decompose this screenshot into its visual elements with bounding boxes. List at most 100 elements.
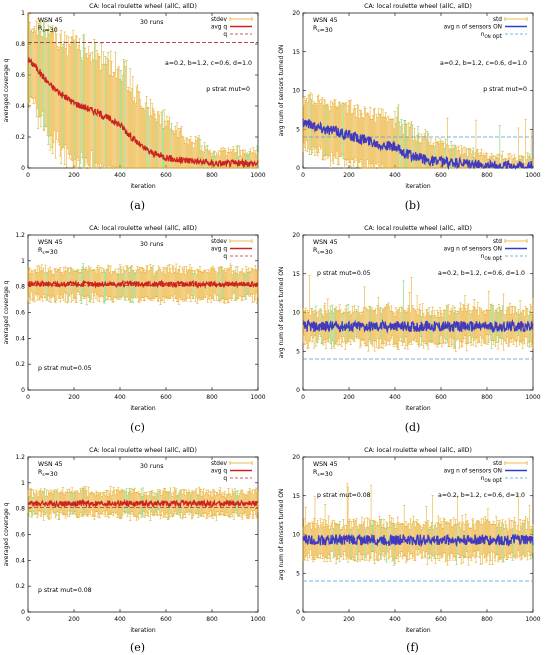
x-tick-label: 600 bbox=[160, 616, 172, 623]
x-tick-label: 200 bbox=[68, 394, 80, 401]
x-tick-label: 800 bbox=[481, 172, 493, 179]
annotation-rs: Rs=30 bbox=[313, 25, 333, 34]
y-tick-label: 0 bbox=[296, 609, 300, 616]
y-tick-label: 5 bbox=[296, 570, 300, 577]
y-tick-label: 0 bbox=[21, 387, 25, 394]
chart-title: CA: local roulette wheel (allC, allD) bbox=[364, 447, 472, 454]
caption-e: (e) bbox=[129, 641, 146, 654]
y-axis-label: avg num of sensors turned ON bbox=[278, 45, 285, 137]
legend: stdev avg qq bbox=[211, 461, 253, 482]
y-tick-label: 0 bbox=[21, 165, 25, 172]
caption-f: (f) bbox=[406, 641, 419, 654]
x-tick-label: 0 bbox=[26, 394, 30, 401]
y-tick-label: 20 bbox=[292, 454, 300, 461]
avg-series bbox=[27, 279, 259, 290]
y-tick-label: 0.8 bbox=[15, 506, 25, 513]
avg-series bbox=[27, 57, 259, 169]
y-tick-label: 15 bbox=[292, 271, 300, 278]
annotation-rs: Rs=30 bbox=[313, 469, 333, 478]
y-tick-label: 0.2 bbox=[15, 583, 25, 590]
x-tick-label: 400 bbox=[389, 616, 401, 623]
y-tick-label: 15 bbox=[292, 49, 300, 56]
legend-label: avg q bbox=[211, 469, 228, 475]
annotation: p strat mut=0.08 bbox=[317, 492, 371, 499]
legend-label: std bbox=[493, 461, 502, 467]
x-tick-label: 600 bbox=[435, 394, 447, 401]
y-axis-label: avg num of sensors turned ON bbox=[278, 489, 285, 581]
chart-e: CA: local roulette wheel (allC, allD) 0 0.… bbox=[3, 447, 266, 634]
x-tick-label: 400 bbox=[114, 394, 126, 401]
y-tick-label: 10 bbox=[292, 532, 300, 539]
legend-label: avg q bbox=[211, 247, 228, 253]
stdev-series bbox=[301, 275, 535, 352]
x-tick-label: 0 bbox=[301, 616, 305, 623]
x-tick-label: 200 bbox=[343, 172, 355, 179]
stdev-series bbox=[26, 12, 260, 169]
x-axis-label: iteration bbox=[405, 183, 431, 190]
x-tick-label: 1000 bbox=[525, 616, 540, 623]
x-tick-label: 400 bbox=[389, 394, 401, 401]
avg-series-overlay bbox=[302, 320, 534, 333]
y-tick-label: 5 bbox=[296, 126, 300, 133]
y-tick-label: 0 bbox=[296, 387, 300, 394]
y-tick-label: 0.2 bbox=[15, 134, 25, 141]
legend-label: q bbox=[223, 254, 227, 260]
y-axis-label: averaged coverage q bbox=[3, 502, 10, 566]
annotation: p strat mut=0.05 bbox=[38, 365, 92, 372]
x-tick-label: 0 bbox=[301, 172, 305, 179]
annotation-wsn: WSN 45 bbox=[313, 239, 338, 246]
x-tick-label: 1000 bbox=[250, 616, 265, 623]
annotation: a=0.2, b=1.2, c=0.6, d=1.0 bbox=[165, 60, 252, 67]
legend: stdev avg qq bbox=[211, 239, 253, 260]
legend-label: nON opt bbox=[481, 476, 503, 484]
x-tick-label: 0 bbox=[26, 172, 30, 179]
annotation: p strat mut=0 bbox=[206, 86, 250, 93]
chart-title: CA: local roulette wheel (allC, allD) bbox=[364, 3, 472, 10]
legend-label: avg q bbox=[211, 25, 228, 31]
x-tick-label: 800 bbox=[206, 616, 218, 623]
x-tick-label: 1000 bbox=[250, 172, 265, 179]
x-tick-label: 600 bbox=[435, 616, 447, 623]
x-tick-label: 200 bbox=[68, 616, 80, 623]
x-tick-label: 200 bbox=[68, 172, 80, 179]
chart-title: CA: local roulette wheel (allC, allD) bbox=[89, 225, 197, 232]
x-tick-label: 200 bbox=[343, 394, 355, 401]
y-tick-label: 0.4 bbox=[15, 335, 25, 342]
legend-label: avg n of sensors ON bbox=[444, 247, 502, 253]
legend-label: avg n of sensors ON bbox=[444, 25, 502, 31]
annotation-rs: Rs=30 bbox=[38, 247, 58, 256]
legend-label: std bbox=[493, 17, 502, 23]
x-axis-label: iteration bbox=[405, 405, 431, 412]
annotation: a=0.2, b=1.2, c=0.6, d=1.0 bbox=[440, 60, 527, 67]
y-tick-label: 1 bbox=[21, 10, 25, 17]
x-tick-label: 1000 bbox=[525, 394, 540, 401]
y-axis-label: averaged coverage q bbox=[3, 58, 10, 122]
annotation: 30 runs bbox=[140, 241, 163, 248]
annotation-wsn: WSN 45 bbox=[313, 17, 338, 24]
annotation-rs: Rs=30 bbox=[38, 469, 58, 478]
y-tick-label: 10 bbox=[292, 88, 300, 95]
x-axis-label: iteration bbox=[130, 183, 156, 190]
x-tick-label: 600 bbox=[160, 172, 172, 179]
caption-b: (b) bbox=[404, 199, 421, 212]
y-tick-label: 0.6 bbox=[15, 72, 25, 79]
annotation: 30 runs bbox=[140, 19, 163, 26]
chart-title: CA: local roulette wheel (allC, allD) bbox=[364, 225, 472, 232]
y-tick-label: 15 bbox=[292, 493, 300, 500]
y-axis-label: avg num of sensors turned ON bbox=[278, 267, 285, 359]
annotation: p strat mut=0.08 bbox=[38, 587, 92, 594]
legend: stdev avg qq bbox=[211, 17, 253, 38]
x-tick-label: 0 bbox=[301, 394, 305, 401]
y-tick-label: 0.6 bbox=[15, 310, 25, 317]
chart-title: CA: local roulette wheel (allC, allD) bbox=[89, 447, 197, 454]
y-tick-label: 0.6 bbox=[15, 532, 25, 539]
caption-a: (a) bbox=[129, 199, 146, 212]
chart-c: CA: local roulette wheel (allC, allD) 0 0.… bbox=[3, 225, 266, 412]
chart-a: CA: local roulette wheel (allC, allD) 0 0.… bbox=[3, 3, 266, 190]
annotation-rs: Rs=30 bbox=[313, 247, 333, 256]
x-tick-label: 400 bbox=[389, 172, 401, 179]
x-tick-label: 800 bbox=[481, 616, 493, 623]
x-tick-label: 600 bbox=[160, 394, 172, 401]
